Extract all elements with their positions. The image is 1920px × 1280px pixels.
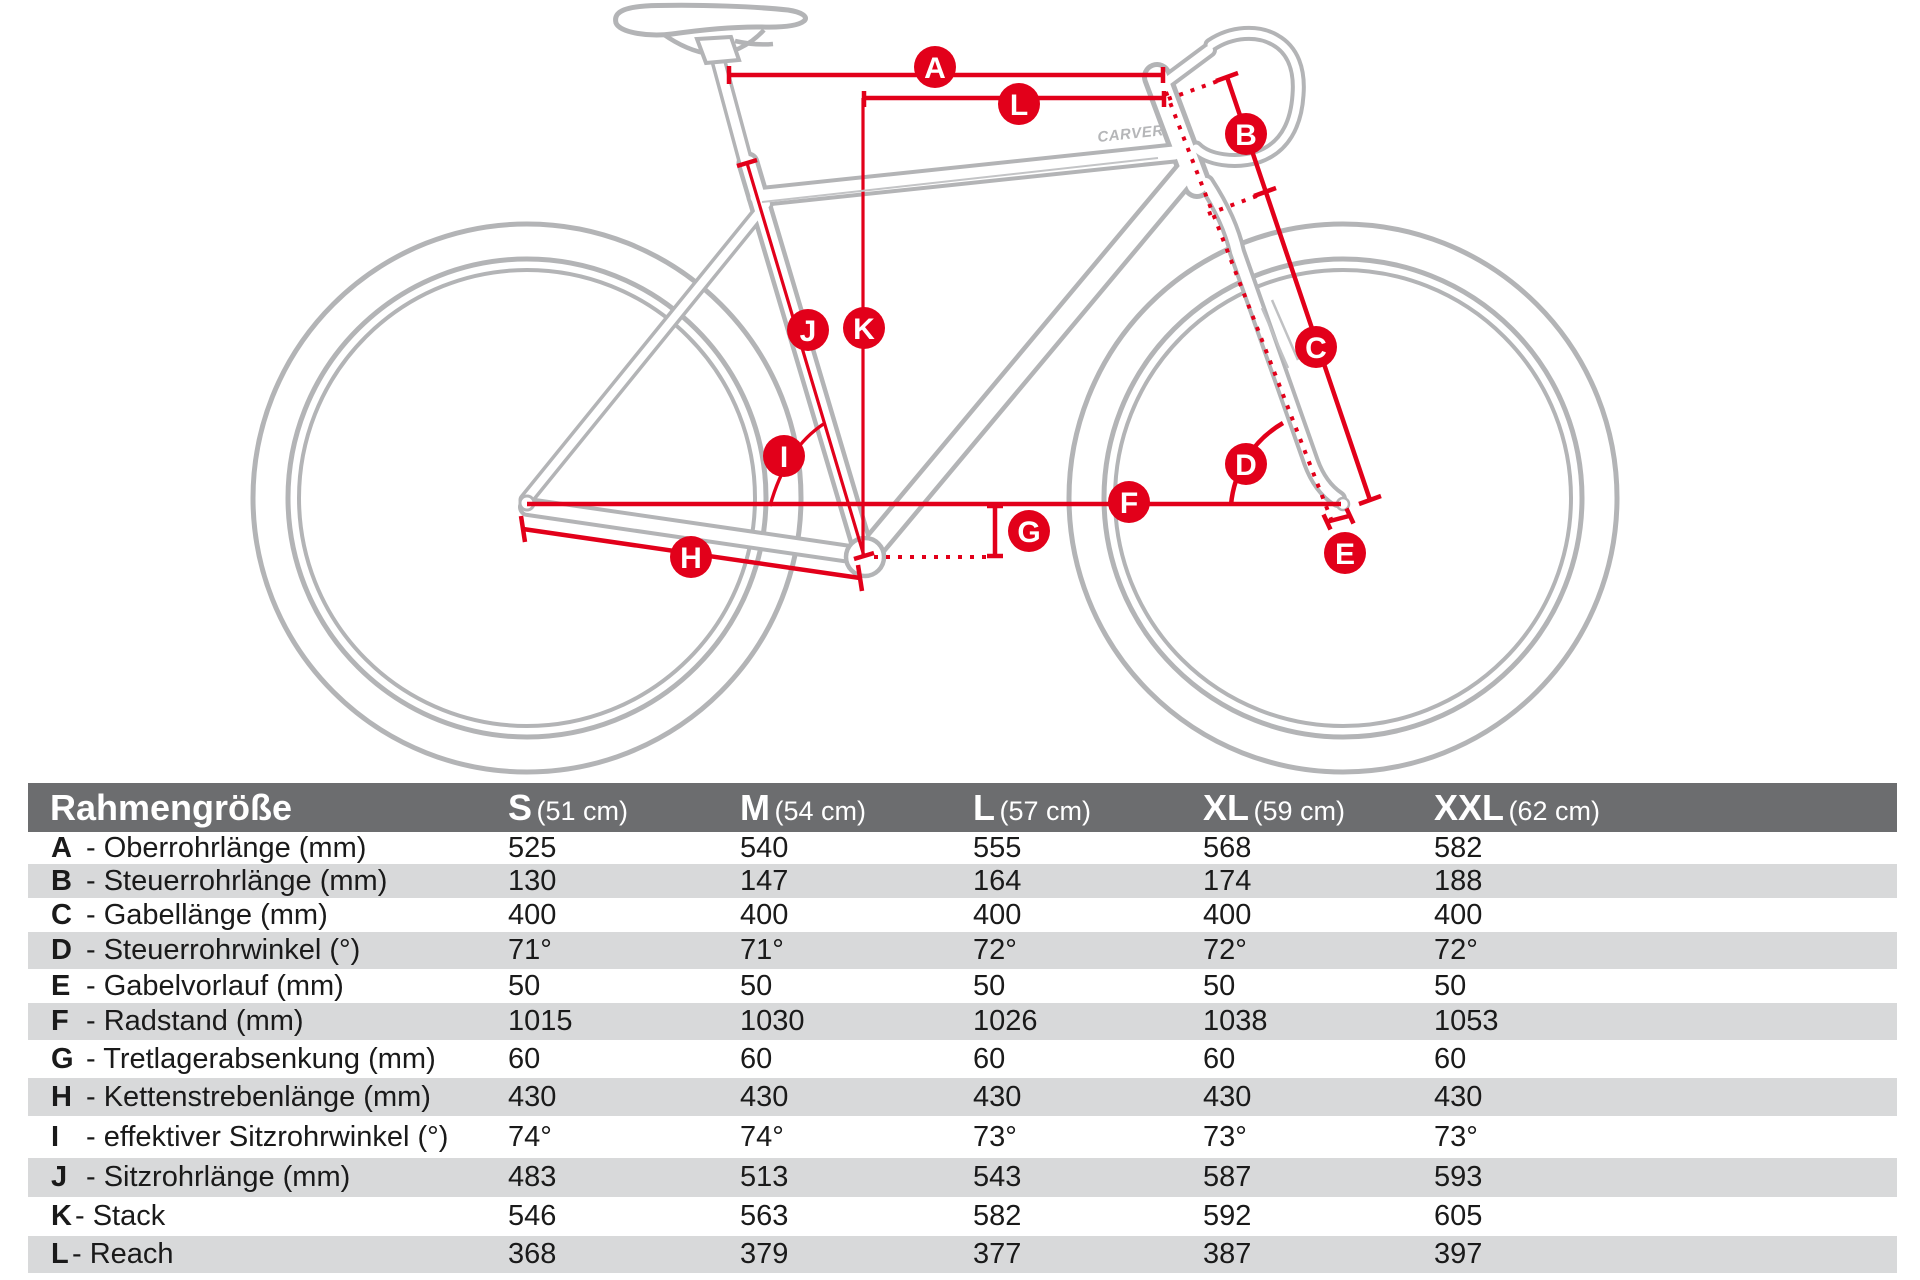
svg-text:C: C <box>1305 332 1327 365</box>
svg-text:J: J <box>800 315 817 348</box>
svg-text:CARVER: CARVER <box>1097 122 1165 146</box>
svg-text:I: I <box>780 441 788 474</box>
svg-text:E: E <box>1335 538 1355 571</box>
svg-text:A: A <box>924 52 946 85</box>
svg-text:K: K <box>853 313 875 346</box>
svg-text:G: G <box>1017 516 1040 549</box>
svg-text:F: F <box>1120 487 1138 520</box>
svg-text:H: H <box>680 542 702 575</box>
svg-text:D: D <box>1235 449 1257 482</box>
svg-text:L: L <box>1010 89 1028 122</box>
svg-text:B: B <box>1235 119 1257 152</box>
